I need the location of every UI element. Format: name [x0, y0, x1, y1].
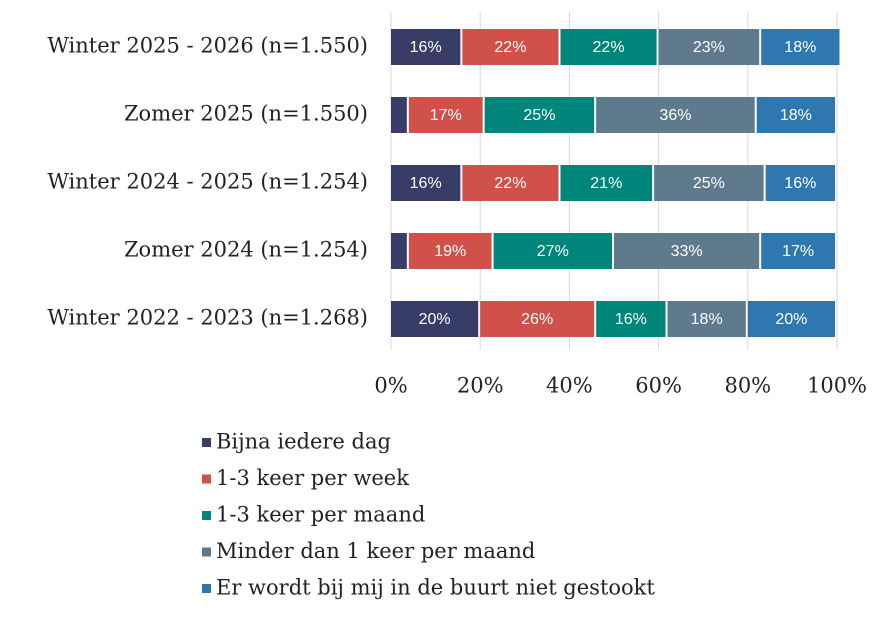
data-label: 19% [434, 243, 466, 260]
bar-segment [484, 97, 595, 133]
data-label: 16% [410, 175, 442, 192]
bar-segment [765, 165, 835, 201]
x-tick-label: 0% [374, 374, 407, 398]
data-label: 18% [780, 107, 812, 124]
data-label: 16% [410, 39, 442, 56]
y-tick-label: Winter 2024 - 2025 (n=1.254) [47, 170, 368, 194]
legend-swatch [202, 511, 211, 520]
data-label: 25% [693, 175, 725, 192]
legend-label: Minder dan 1 keer per maand [216, 539, 535, 563]
legend-swatch [202, 584, 211, 593]
y-tick-label: Zomer 2024 (n=1.254) [124, 238, 368, 262]
bar-segment [493, 233, 612, 269]
data-label: 20% [419, 311, 451, 328]
data-label: 16% [784, 175, 816, 192]
legend-label: 1-3 keer per maand [216, 503, 425, 527]
data-label: 22% [593, 39, 625, 56]
bar-segment [480, 301, 595, 337]
bar-segment [391, 233, 407, 269]
data-label: 16% [615, 311, 647, 328]
bar-segment [747, 301, 835, 337]
bar-segment [761, 233, 835, 269]
y-tick-label: Zomer 2025 (n=1.550) [124, 102, 368, 126]
legend-swatch [202, 474, 211, 484]
y-tick-label: Winter 2022 - 2023 (n=1.268) [47, 306, 368, 330]
legend-label: Er wordt bij mij in de buurt niet gestoo… [216, 576, 655, 600]
legend-swatch [202, 438, 211, 447]
data-label: 22% [494, 175, 526, 192]
bar-segment [756, 97, 835, 133]
data-label: 25% [523, 107, 555, 124]
x-tick-label: 100% [807, 374, 867, 398]
bar-segment [658, 29, 760, 65]
bar-segment [408, 97, 483, 133]
y-tick-label: Winter 2025 - 2026 (n=1.550) [47, 34, 368, 58]
bar-segment [596, 301, 666, 337]
data-label: 23% [693, 39, 725, 56]
bar-segment [560, 165, 653, 201]
x-tick-label: 40% [546, 374, 593, 398]
bar-segment [614, 233, 760, 269]
bar-segment [391, 29, 461, 65]
bar-segment [391, 301, 479, 337]
data-label: 26% [521, 311, 553, 328]
x-tick-label: 20% [457, 374, 504, 398]
data-label: 18% [784, 39, 816, 56]
legend-swatch [202, 547, 211, 557]
data-label: 36% [659, 107, 691, 124]
x-tick-label: 80% [724, 374, 771, 398]
legend-label: 1-3 keer per week [216, 466, 409, 490]
data-label: 21% [590, 175, 622, 192]
bar-segment [560, 29, 657, 65]
data-label: 33% [671, 243, 703, 260]
bar-segment [654, 165, 764, 201]
data-label: 17% [430, 107, 462, 124]
bar-segment [462, 165, 559, 201]
x-tick-label: 60% [635, 374, 682, 398]
bar-segment [391, 97, 407, 133]
data-label: 18% [691, 311, 723, 328]
data-label: 27% [537, 243, 569, 260]
data-label: 22% [494, 39, 526, 56]
bar-segment [391, 165, 461, 201]
bar-segment [462, 29, 559, 65]
bar-segment [408, 233, 492, 269]
data-label: 17% [782, 243, 814, 260]
legend-label: Bijna iedere dag [216, 430, 391, 454]
bar-segment [761, 29, 840, 65]
bar-segment [667, 301, 746, 337]
data-label: 20% [775, 311, 807, 328]
bar-segment [596, 97, 755, 133]
